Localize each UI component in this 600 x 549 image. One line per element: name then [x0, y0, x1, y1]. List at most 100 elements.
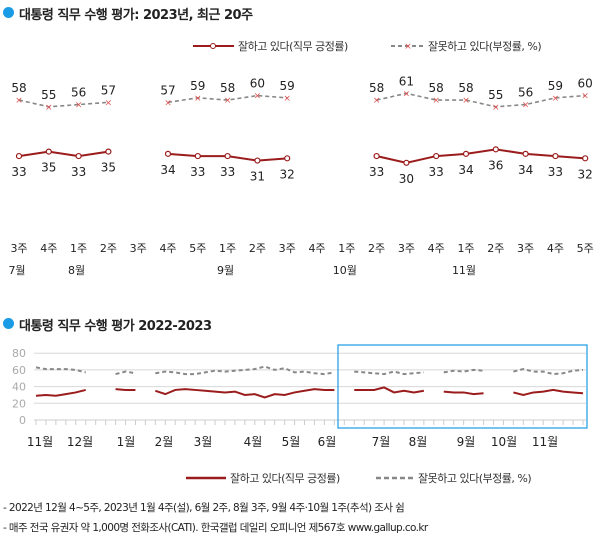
negative-data-label: 58 — [369, 81, 384, 95]
negative-point: × — [254, 92, 262, 102]
negative-point: × — [552, 94, 560, 104]
x-tick-label: 1주 — [457, 242, 474, 255]
x-tick-label: 4주 — [159, 242, 176, 255]
chart2-title: 대통령 직무 수행 평가 2022-2023 — [19, 319, 212, 334]
month-label: 2월 — [155, 435, 174, 449]
negative-point: × — [283, 94, 291, 104]
chart1-legend-markers: × — [193, 42, 425, 52]
chart1-title: 대통령 직무 수행 평가: 2023년, 최근 20주 — [19, 8, 253, 23]
negative-line — [18, 99, 109, 108]
negative-point: × — [432, 96, 440, 106]
negative-point: × — [581, 92, 589, 102]
positive-point — [15, 152, 23, 160]
legend-positive-marker — [210, 43, 216, 49]
positive-point — [492, 146, 499, 153]
chart2-legend-negative: 잘못하고 있다(부정률, %) — [418, 472, 532, 485]
positive-point — [284, 155, 291, 162]
negative-line — [513, 368, 584, 376]
positive-data-label: 32 — [578, 167, 593, 181]
x-tick-label: 5주 — [577, 242, 594, 255]
positive-data-label: 33 — [71, 165, 86, 179]
negative-data-label: 58 — [429, 81, 444, 95]
positive-data-label: 35 — [41, 161, 56, 175]
x-tick-label: 3주 — [398, 242, 415, 255]
x-tick-label: 1주 — [70, 242, 87, 255]
chart2-legend-markers — [186, 476, 413, 480]
positive-data-label: 31 — [250, 170, 265, 184]
negative-data-label: 57 — [160, 83, 175, 97]
negative-data-label: 59 — [548, 79, 563, 93]
positive-line — [376, 148, 586, 164]
x-tick-label: 2주 — [100, 242, 117, 255]
negative-point: × — [373, 96, 381, 106]
x-tick-label: 3주 — [130, 242, 147, 255]
x-tick-label: 2주 — [368, 242, 385, 255]
positive-line — [354, 386, 425, 394]
y-tick-label: 40 — [12, 381, 26, 394]
month-label: 11월 — [532, 435, 558, 449]
negative-data-label: 59 — [280, 79, 295, 93]
negative-line — [155, 365, 335, 376]
month-label: 7월 — [8, 264, 25, 277]
negative-data-label: 58 — [11, 81, 26, 95]
positive-point — [552, 152, 559, 160]
negative-line — [35, 366, 86, 374]
positive-point — [462, 150, 470, 157]
positive-data-label: 33 — [548, 165, 563, 179]
y-tick-label: 0 — [19, 414, 26, 427]
negative-data-label: 56 — [71, 86, 86, 100]
negative-point: × — [492, 103, 500, 113]
month-label: 11월 — [27, 435, 53, 449]
positive-point — [373, 152, 380, 160]
positive-point — [194, 152, 201, 160]
month-label: 5월 — [282, 435, 301, 449]
y-tick-label: 60 — [12, 364, 26, 377]
positive-data-label: 36 — [488, 158, 503, 172]
negative-data-label: 60 — [578, 77, 593, 91]
x-tick-label: 4주 — [547, 242, 564, 255]
negative-line — [354, 370, 424, 376]
negative-point: × — [105, 98, 113, 108]
month-label: 12월 — [67, 435, 93, 449]
footnote-skipped-weeks: - 2022년 12월 4~5주, 2023년 1월 4주(설), 6월 2주,… — [3, 502, 405, 514]
positive-data-label: 33 — [220, 165, 235, 179]
positive-data-label: 30 — [399, 172, 414, 186]
positive-point — [522, 150, 529, 157]
positive-line — [115, 388, 136, 391]
positive-point — [164, 150, 172, 157]
negative-point: × — [224, 96, 232, 106]
x-tick-label: 4주 — [308, 242, 325, 255]
positive-line — [513, 388, 584, 396]
month-label: 3월 — [194, 435, 213, 449]
negative-point: × — [462, 96, 470, 106]
negative-data-label: 55 — [41, 88, 56, 102]
negative-point: × — [164, 98, 172, 108]
negative-data-label: 58 — [220, 81, 235, 95]
positive-data-label: 32 — [280, 167, 295, 181]
positive-point — [403, 159, 410, 166]
month-label: 10월 — [333, 264, 357, 277]
x-tick-label: 3주 — [517, 242, 534, 255]
negative-point: × — [45, 103, 53, 113]
negative-point: × — [15, 96, 23, 106]
positive-line — [18, 150, 109, 158]
positive-line — [443, 390, 484, 396]
y-tick-label: 80 — [12, 347, 26, 360]
positive-data-label: 35 — [101, 161, 116, 175]
footnote-methodology: - 매주 전국 유권자 약 1,000명 전화조사(CATI). 한국갤럽 데일… — [3, 522, 428, 534]
positive-point — [254, 157, 261, 164]
positive-data-label: 34 — [518, 163, 533, 177]
x-tick-label: 4주 — [428, 242, 445, 255]
x-tick-label: 3주 — [10, 242, 27, 255]
x-tick-label: 3주 — [279, 242, 296, 255]
legend-negative-marker: × — [404, 42, 412, 52]
x-tick-label: 1주 — [219, 242, 236, 255]
negative-data-label: 59 — [190, 79, 205, 93]
negative-point: × — [403, 89, 411, 99]
month-label: 4월 — [244, 435, 263, 449]
positive-data-label: 33 — [190, 165, 205, 179]
chart2-plot: 0 20 40 60 80 11월 12월 1월 2월 3월 4월 5월 6월 7월 8월 9월 10월 11월 — [12, 344, 588, 449]
positive-point — [75, 152, 82, 160]
month-label: 1월 — [117, 435, 136, 449]
positive-data-label: 34 — [160, 163, 175, 177]
